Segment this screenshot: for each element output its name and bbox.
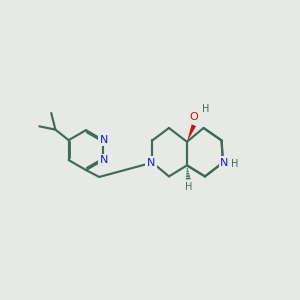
- Text: N: N: [100, 135, 108, 145]
- Text: O: O: [190, 112, 198, 122]
- Text: H: H: [202, 104, 209, 114]
- Text: H: H: [185, 182, 192, 192]
- Text: H: H: [231, 159, 238, 169]
- Text: N: N: [100, 155, 108, 165]
- Text: N: N: [147, 158, 155, 168]
- Polygon shape: [187, 124, 196, 142]
- Text: N: N: [220, 158, 229, 168]
